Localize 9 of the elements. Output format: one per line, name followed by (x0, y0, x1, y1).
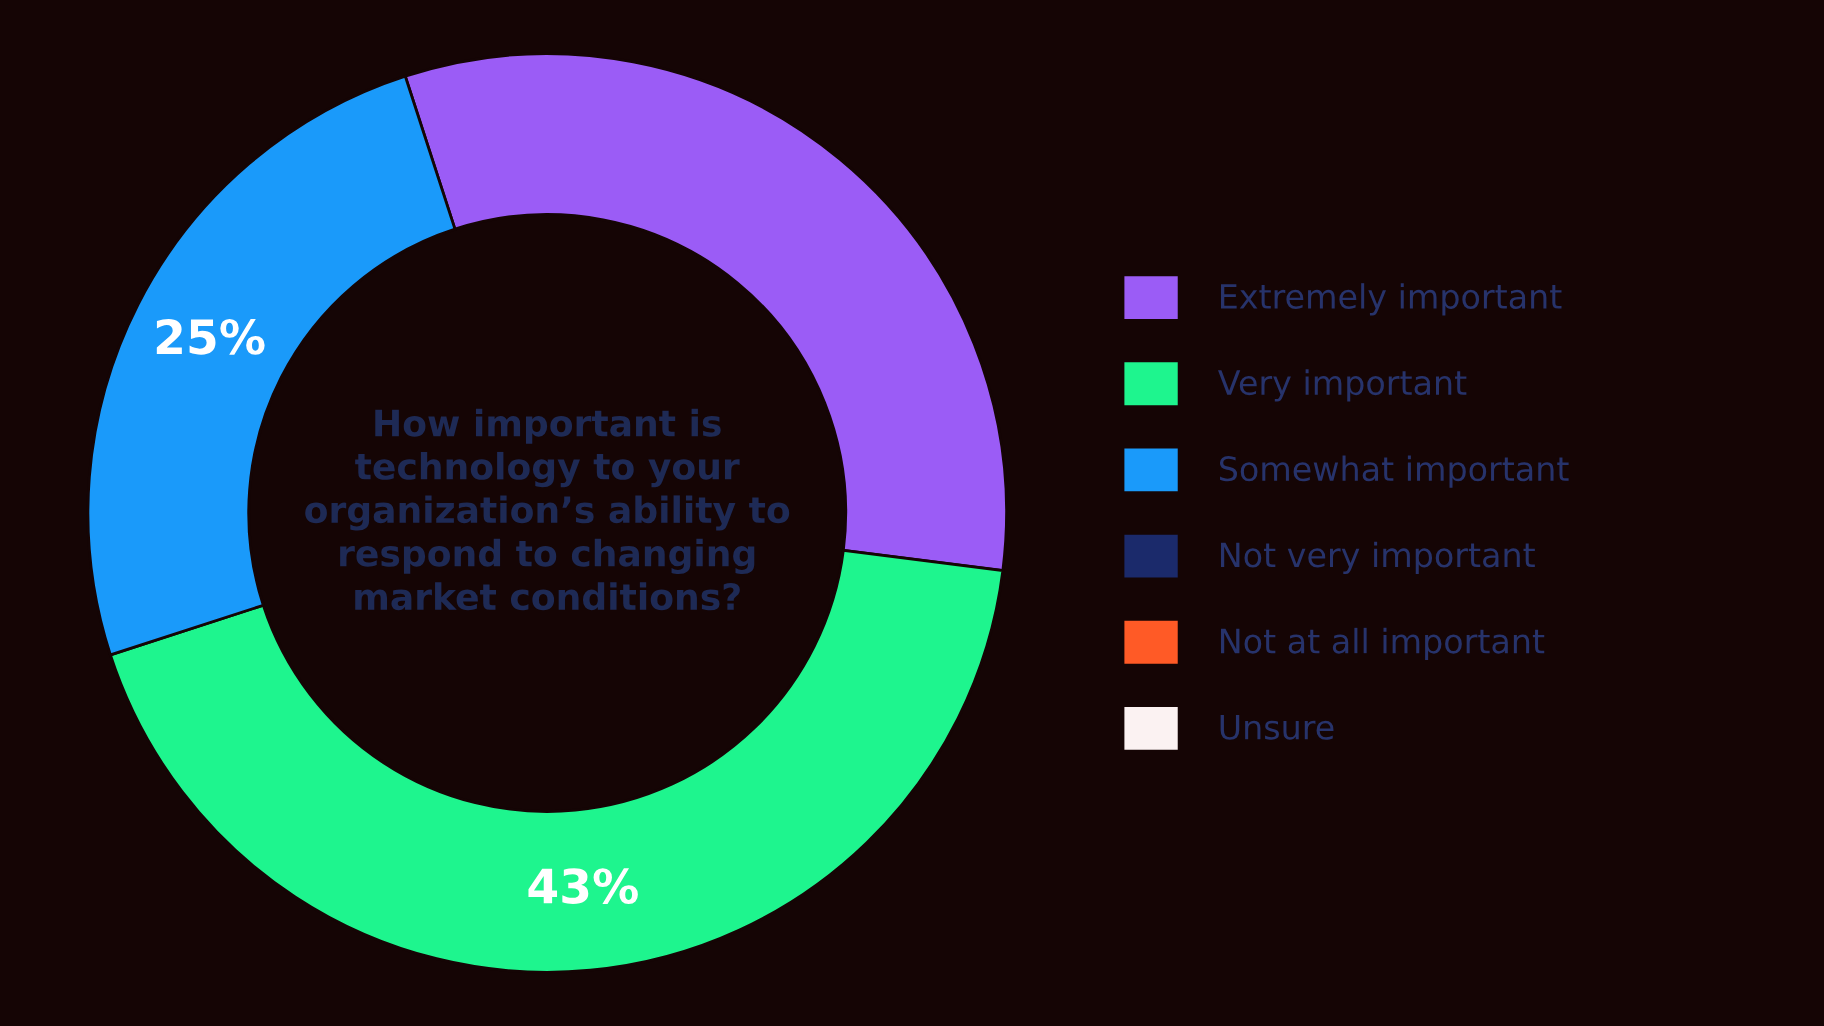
data-label: 43% (528, 868, 638, 904)
legend-label: Somewhat important (1219, 455, 1569, 488)
legend-label: Extremely important (1221, 283, 1562, 316)
text: How important is technology to your organization’s ability to respond to changing market conditions? (305, 408, 790, 611)
data-label: 25% (156, 318, 265, 355)
legend-label: Not at all important (1221, 627, 1545, 661)
legend-label: Very important (1217, 369, 1467, 402)
legend-label: Not very important (1221, 541, 1535, 574)
legend-label: Unsure (1220, 715, 1334, 740)
